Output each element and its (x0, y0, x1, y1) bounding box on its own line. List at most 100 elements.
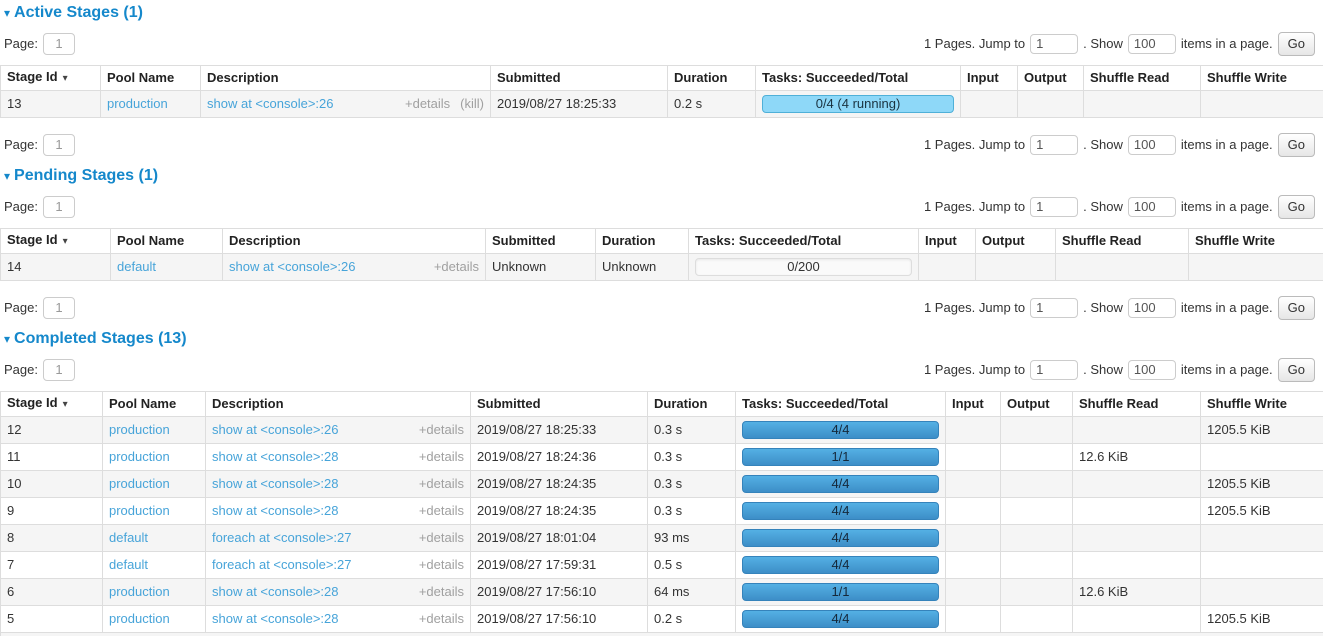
pool-link[interactable]: production (109, 422, 170, 437)
description-link[interactable]: show at <console>:28 (212, 611, 338, 626)
col-shuffle-write[interactable]: Shuffle Write (1189, 229, 1323, 254)
details-link[interactable]: +details (419, 449, 464, 464)
pool-link[interactable]: production (109, 611, 170, 626)
kill-link[interactable]: (kill) (460, 96, 484, 111)
page-number-input[interactable] (43, 196, 75, 218)
col-duration[interactable]: Duration (596, 229, 689, 254)
cell-tasks: 4/4 (736, 417, 946, 444)
description-link[interactable]: show at <console>:26 (229, 259, 355, 274)
go-button[interactable]: Go (1278, 133, 1315, 157)
col-shuffle-read[interactable]: Shuffle Read (1056, 229, 1189, 254)
cell-duration: 0.2 s (648, 606, 736, 633)
items-per-page-input[interactable] (1128, 135, 1176, 155)
pool-link[interactable]: production (107, 96, 168, 111)
col-tasks[interactable]: Tasks: Succeeded/Total (689, 229, 919, 254)
details-link[interactable]: +details (419, 422, 464, 437)
cell-pool-name: production (103, 471, 206, 498)
col-input[interactable]: Input (961, 66, 1018, 91)
cell-description: +details (kill) show at <console>:26 (201, 91, 491, 118)
col-input[interactable]: Input (946, 392, 1001, 417)
cell-shuffle-read (1056, 254, 1189, 281)
details-link[interactable]: +details (419, 530, 464, 545)
col-submitted[interactable]: Submitted (486, 229, 596, 254)
jump-to-input[interactable] (1030, 34, 1078, 54)
items-per-page-input[interactable] (1128, 360, 1176, 380)
jump-to-input[interactable] (1030, 135, 1078, 155)
description-link[interactable]: show at <console>:26 (212, 422, 338, 437)
description-link[interactable]: foreach at <console>:27 (212, 530, 352, 545)
go-button[interactable]: Go (1278, 32, 1315, 56)
items-per-page-input[interactable] (1128, 197, 1176, 217)
col-output[interactable]: Output (1001, 392, 1073, 417)
details-link[interactable]: +details (419, 503, 464, 518)
col-stage-id[interactable]: Stage Id▾ (1, 229, 111, 254)
details-link[interactable]: +details (419, 584, 464, 599)
section-pending-stages-header[interactable]: ▾Pending Stages (1) (0, 167, 1323, 185)
col-duration[interactable]: Duration (648, 392, 736, 417)
description-link[interactable]: foreach at <console>:27 (212, 557, 352, 572)
col-description[interactable]: Description (223, 229, 486, 254)
details-link[interactable]: +details (419, 476, 464, 491)
table-header-row: Stage Id▾ Pool Name Description Submitte… (1, 229, 1323, 254)
col-description[interactable]: Description (206, 392, 471, 417)
page-number-input[interactable] (43, 297, 75, 319)
description-link[interactable]: show at <console>:26 (207, 96, 333, 111)
pool-link[interactable]: production (109, 584, 170, 599)
items-per-page-input[interactable] (1128, 298, 1176, 318)
col-shuffle-write[interactable]: Shuffle Write (1201, 66, 1323, 91)
go-button[interactable]: Go (1278, 195, 1315, 219)
cell-shuffle-write (1201, 525, 1323, 552)
table-row: 13 production +details(kill) show at <co… (1, 91, 1323, 118)
col-submitted[interactable]: Submitted (491, 66, 668, 91)
col-pool-name[interactable]: Pool Name (111, 229, 223, 254)
col-output[interactable]: Output (1018, 66, 1084, 91)
page-number-input[interactable] (43, 134, 75, 156)
cell-shuffle-read (1073, 606, 1201, 633)
pool-link[interactable]: default (117, 259, 156, 274)
details-link[interactable]: +details (419, 557, 464, 572)
description-link[interactable]: show at <console>:28 (212, 476, 338, 491)
col-shuffle-read[interactable]: Shuffle Read (1073, 392, 1201, 417)
jump-to-input[interactable] (1030, 197, 1078, 217)
items-text: items in a page. (1181, 300, 1273, 315)
section-completed-stages-header[interactable]: ▾Completed Stages (13) (0, 330, 1323, 348)
go-button[interactable]: Go (1278, 296, 1315, 320)
pool-link[interactable]: production (109, 503, 170, 518)
description-link[interactable]: show at <console>:28 (212, 449, 338, 464)
col-pool-name[interactable]: Pool Name (103, 392, 206, 417)
cell-stage-id: 6 (1, 579, 103, 606)
cell-tasks: 0/200 (689, 254, 919, 281)
col-tasks[interactable]: Tasks: Succeeded/Total (736, 392, 946, 417)
col-input[interactable]: Input (919, 229, 976, 254)
col-stage-id[interactable]: Stage Id▾ (1, 66, 101, 91)
description-link[interactable]: show at <console>:28 (212, 584, 338, 599)
jump-to-input[interactable] (1030, 298, 1078, 318)
details-link[interactable]: +details (405, 96, 450, 111)
col-shuffle-read[interactable]: Shuffle Read (1084, 66, 1201, 91)
cell-input (961, 91, 1018, 118)
col-output[interactable]: Output (976, 229, 1056, 254)
details-link[interactable]: +details (419, 611, 464, 626)
page-number-input[interactable] (43, 359, 75, 381)
col-duration[interactable]: Duration (668, 66, 756, 91)
details-link[interactable]: +details (434, 259, 479, 274)
col-tasks[interactable]: Tasks: Succeeded/Total (756, 66, 961, 91)
cell-shuffle-read (1073, 552, 1201, 579)
col-submitted[interactable]: Submitted (471, 392, 648, 417)
pool-link[interactable]: production (109, 449, 170, 464)
col-shuffle-write[interactable]: Shuffle Write (1201, 392, 1323, 417)
col-stage-id[interactable]: Stage Id▾ (1, 392, 103, 417)
description-link[interactable]: show at <console>:28 (212, 503, 338, 518)
pool-link[interactable]: production (109, 476, 170, 491)
page-number-input[interactable] (43, 33, 75, 55)
items-per-page-input[interactable] (1128, 34, 1176, 54)
pool-link[interactable]: default (109, 530, 148, 545)
jump-to-input[interactable] (1030, 360, 1078, 380)
col-pool-name[interactable]: Pool Name (101, 66, 201, 91)
pool-link[interactable]: default (109, 557, 148, 572)
section-active-stages-header[interactable]: ▾Active Stages (1) (0, 4, 1323, 22)
col-description[interactable]: Description (201, 66, 491, 91)
go-button[interactable]: Go (1278, 358, 1315, 382)
cell-input (946, 417, 1001, 444)
cell-shuffle-read (1073, 498, 1201, 525)
